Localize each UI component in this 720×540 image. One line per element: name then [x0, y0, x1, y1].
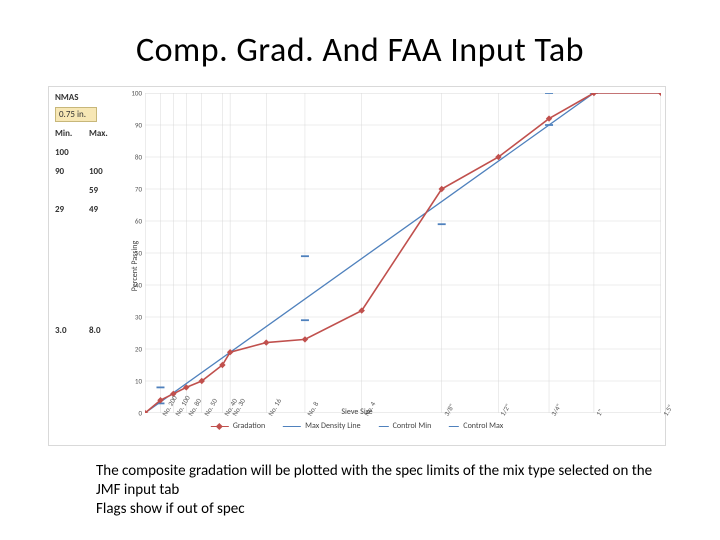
col-max-header: Max. [89, 128, 117, 139]
table-row: 29 49 [55, 204, 131, 215]
table-row: 90 100 [55, 166, 131, 177]
slide-root: Comp. Grad. And FAA Input Tab NMAS 0.75 … [0, 0, 720, 540]
table-row: 100 [55, 147, 131, 158]
legend-label: Control Min [393, 421, 432, 431]
chart-plot [145, 93, 661, 413]
legend-label: Gradation [233, 421, 265, 431]
legend-item-control-min: Control Min [379, 421, 432, 431]
chart-legend: Gradation Max Density Line Control Min C… [211, 421, 503, 431]
table-row: 59 [55, 185, 131, 196]
chart-container: NMAS 0.75 in. Min. Max. 100 90 100 59 29… [48, 86, 666, 446]
caption: The composite gradation will be plotted … [96, 462, 656, 518]
y-ticks: 0102030405060708090100 [145, 93, 159, 413]
legend-item-max-density: Max Density Line [283, 421, 360, 431]
col-min-header: Min. [55, 128, 83, 139]
caption-line: Flags show if out of spec [96, 500, 656, 519]
table-row: 3.0 8.0 [55, 325, 131, 336]
legend-item-control-max: Control Max [449, 421, 503, 431]
caption-line: The composite gradation will be plotted … [96, 462, 656, 500]
x-axis-label: Sieve Size [341, 407, 372, 417]
nmas-table: NMAS 0.75 in. Min. Max. 100 90 100 59 29… [55, 92, 131, 344]
legend-label: Control Max [463, 421, 503, 431]
legend-item-gradation: Gradation [211, 421, 265, 431]
legend-label: Max Density Line [305, 421, 360, 431]
page-title: Comp. Grad. And FAA Input Tab [0, 30, 720, 71]
nmas-label: NMAS [55, 92, 83, 103]
nmas-value: 0.75 in. [55, 107, 97, 122]
